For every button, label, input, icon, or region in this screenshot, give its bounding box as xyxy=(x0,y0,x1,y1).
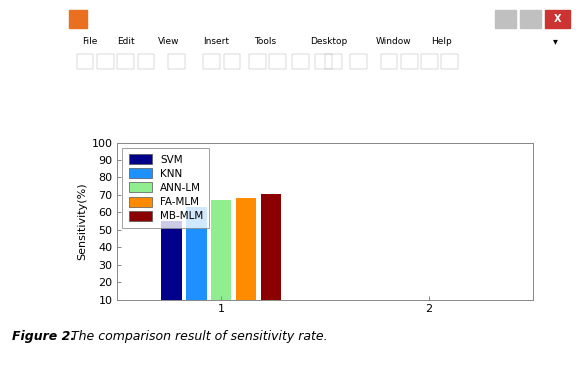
Bar xyxy=(381,54,397,69)
Legend: SVM, KNN, ANN-LM, FA-MLM, MB-MLM: SVM, KNN, ANN-LM, FA-MLM, MB-MLM xyxy=(122,148,210,228)
Bar xyxy=(292,54,309,69)
Bar xyxy=(350,54,367,69)
Bar xyxy=(138,54,154,69)
Bar xyxy=(261,194,281,300)
Text: View: View xyxy=(157,37,179,46)
Bar xyxy=(117,54,134,69)
Bar xyxy=(186,207,207,300)
Bar xyxy=(161,221,182,300)
Bar xyxy=(203,54,220,69)
Bar xyxy=(421,54,438,69)
Bar xyxy=(269,54,286,69)
Bar xyxy=(249,54,266,69)
Bar xyxy=(545,10,570,28)
Text: Insert: Insert xyxy=(203,37,229,46)
Bar xyxy=(315,54,332,69)
Bar xyxy=(211,200,232,300)
Bar xyxy=(168,54,185,69)
Text: The comparison result of sensitivity rate.: The comparison result of sensitivity rat… xyxy=(67,330,327,343)
Bar xyxy=(236,198,256,300)
Y-axis label: Sensitivity(%): Sensitivity(%) xyxy=(77,182,87,260)
Bar xyxy=(76,54,93,69)
Bar xyxy=(223,54,240,69)
Bar xyxy=(401,54,417,69)
Text: Edit: Edit xyxy=(117,37,135,46)
Text: Window: Window xyxy=(376,37,411,46)
Text: Tools: Tools xyxy=(254,37,276,46)
Text: Sensitivity comparison: Sensitivity comparison xyxy=(94,14,214,24)
Bar xyxy=(441,54,458,69)
Text: ▾: ▾ xyxy=(553,37,558,47)
Text: Help: Help xyxy=(431,37,452,46)
Bar xyxy=(97,54,113,69)
Text: File: File xyxy=(82,37,97,46)
Text: Desktop: Desktop xyxy=(310,37,347,46)
Bar xyxy=(69,10,87,28)
Text: X: X xyxy=(554,14,561,24)
Bar xyxy=(494,10,516,28)
Bar xyxy=(325,54,342,69)
Bar xyxy=(520,10,541,28)
Text: Figure 2.: Figure 2. xyxy=(12,330,75,343)
